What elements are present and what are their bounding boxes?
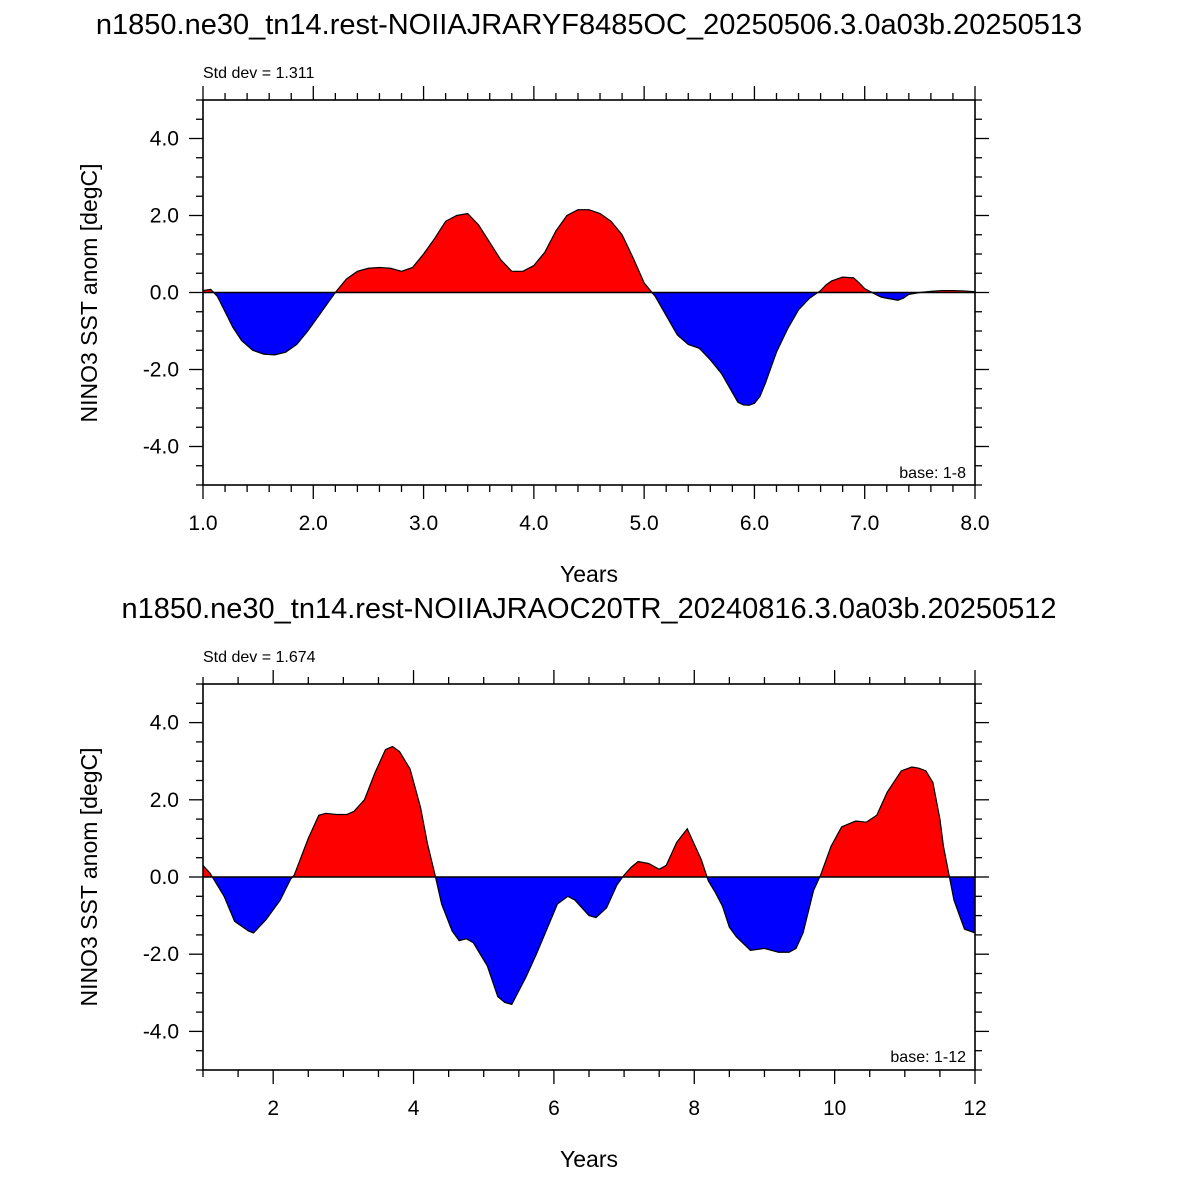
- y-tick-label: -2.0: [143, 359, 179, 382]
- x-tick-label: 2.0: [299, 512, 328, 535]
- panel-1-plot: -4.0 -2.0 0.0 2.0 4.0 1.0 2.0 3.0 4.0 5.0 6.0 7.0 8.…: [143, 86, 990, 535]
- anomaly-line: [202, 745, 976, 1006]
- x-tick-label: 5.0: [630, 512, 659, 535]
- panel-1-title: n1850.ne30_tn14.rest-NOIIAJRARYF8485OC_2…: [96, 9, 1082, 41]
- x-tick-label: 3.0: [409, 512, 438, 535]
- panel-2-title: n1850.ne30_tn14.rest-NOIIAJRAOC20TR_2024…: [121, 593, 1056, 625]
- x-tick-label: 6.0: [740, 512, 769, 535]
- x-tick-label: 2: [267, 1097, 279, 1120]
- y-tick-label: -4.0: [143, 1020, 179, 1043]
- panel-1-y-axis-label: NINO3 SST anom [degC]: [76, 163, 102, 422]
- x-tick-label: 8: [688, 1097, 700, 1120]
- x-tick-label: 6: [548, 1097, 560, 1120]
- x-tick-label: 7.0: [850, 512, 879, 535]
- y-tick-label: -2.0: [143, 943, 179, 966]
- negative-anomaly-area: [212, 877, 976, 1005]
- panel-2: n1850.ne30_tn14.rest-NOIIAJRAOC20TR_2024…: [76, 593, 1057, 1172]
- panel-1-x-axis-label: Years: [560, 561, 618, 587]
- panel-1-std-dev: Std dev = 1.311: [203, 65, 314, 82]
- x-tick-label: 8.0: [960, 512, 989, 535]
- panel-1-base-label: base: 1-8: [899, 465, 966, 482]
- x-tick-label: 12: [963, 1097, 986, 1120]
- anomaly-line: [202, 209, 976, 406]
- y-tick-label: 4.0: [150, 128, 179, 151]
- panel-2-plot: -4.0 -2.0 0.0 2.0 4.0 2 4 6 8 10 12: [143, 670, 989, 1120]
- panel-2-std-dev: Std dev = 1.674: [203, 649, 316, 666]
- y-tick-label: 0.0: [150, 866, 179, 889]
- x-tick-label: 4: [408, 1097, 420, 1120]
- positive-anomaly-area: [203, 746, 950, 877]
- panel-2-y-axis-label: NINO3 SST anom [degC]: [76, 747, 102, 1006]
- x-tick-label: 4.0: [519, 512, 548, 535]
- y-tick-label: 4.0: [150, 712, 179, 735]
- y-tick-label: 0.0: [150, 282, 179, 305]
- x-tick-label: 10: [823, 1097, 846, 1120]
- y-tick-label: -4.0: [143, 436, 179, 459]
- panel-2-base-label: base: 1-12: [890, 1049, 966, 1066]
- panel-2-x-axis-label: Years: [560, 1146, 618, 1172]
- y-tick-label: 2.0: [150, 789, 179, 812]
- x-tick-label: 1.0: [188, 512, 217, 535]
- y-tick-label: 2.0: [150, 205, 179, 228]
- panel-1: n1850.ne30_tn14.rest-NOIIAJRARYF8485OC_2…: [76, 9, 1082, 587]
- positive-anomaly-area: [203, 209, 975, 293]
- negative-anomaly-area: [213, 292, 920, 406]
